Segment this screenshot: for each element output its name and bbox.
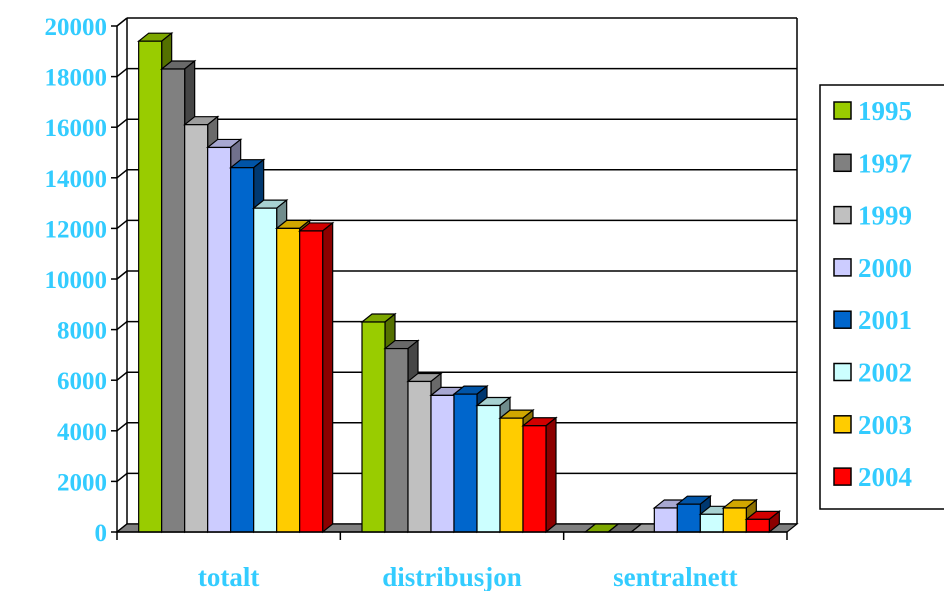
y-tick-label: 8000 <box>57 318 107 345</box>
legend: 1995 1997 1999 2000 2001 2002 2003 2004 <box>819 84 944 510</box>
y-tick-label: 4000 <box>57 419 107 446</box>
gridline-depth <box>116 169 128 179</box>
x-tick-label: sentralnett <box>613 562 737 591</box>
y-tick-label: 10000 <box>45 267 108 294</box>
bar-front <box>676 503 701 533</box>
y-tick-label: 20000 <box>45 14 108 41</box>
bar-front <box>299 230 324 533</box>
bar-front <box>453 393 478 533</box>
bar-front <box>361 321 386 533</box>
legend-swatch <box>833 205 852 225</box>
y-tick-label: 18000 <box>45 65 108 92</box>
bar-front <box>476 404 501 533</box>
bar-front <box>745 518 770 533</box>
gridline-depth <box>116 118 128 128</box>
bar-side <box>322 221 334 534</box>
bar-front <box>430 394 455 533</box>
legend-item: 1997 <box>833 148 912 178</box>
bar-side <box>545 416 557 534</box>
bar-front <box>138 40 163 533</box>
legend-swatch <box>833 101 852 120</box>
bars <box>136 31 782 534</box>
bar-front <box>207 146 232 533</box>
legend-label: 2002 <box>858 358 912 388</box>
gridline-depth <box>116 219 128 229</box>
legend-item: 1995 <box>833 96 912 126</box>
legend-swatch <box>833 310 852 329</box>
gridline-depth <box>116 321 128 331</box>
legend-swatch <box>833 362 852 382</box>
legend-item: 2004 <box>833 462 912 492</box>
legend-swatch <box>833 258 852 277</box>
bar-front <box>161 68 186 533</box>
gridline-depth <box>116 17 128 27</box>
bar-2004-sentralnett <box>744 510 782 534</box>
y-tick-label: 0 <box>95 520 108 547</box>
legend-item: 2001 <box>833 305 912 335</box>
bar-front <box>253 207 278 533</box>
y-tick-label: 14000 <box>45 166 108 193</box>
y-tick-labels: 0 2000 4000 6000 8000 10000 12000 14000 16000 180… <box>45 14 108 547</box>
bar-front <box>407 380 432 533</box>
bar-front <box>230 167 255 533</box>
legend-label: 1997 <box>858 148 912 178</box>
legend-label: 1995 <box>858 96 912 126</box>
legend-label: 2004 <box>858 462 912 492</box>
bar-front <box>722 507 747 533</box>
y-tick-label: 12000 <box>45 216 108 243</box>
legend-swatch <box>833 153 852 173</box>
x-tick-label: distribusjon <box>382 562 522 591</box>
legend-item: 2002 <box>833 358 912 388</box>
y-tick-label: 16000 <box>45 115 108 142</box>
bar-front <box>499 417 524 533</box>
axes <box>111 18 798 540</box>
legend-swatch <box>833 467 852 486</box>
legend-swatch <box>833 415 852 434</box>
bar-front <box>184 124 209 533</box>
legend-label: 2000 <box>858 253 912 283</box>
gridline-depth <box>116 270 128 280</box>
bar-2004-totalt <box>297 221 335 534</box>
legend-item: 2003 <box>833 410 912 440</box>
gridline-depth <box>116 422 128 432</box>
legend-item: 1999 <box>833 201 912 231</box>
bar-front <box>384 347 409 533</box>
y-tick-label: 6000 <box>57 368 107 395</box>
gridline-depth <box>116 68 128 78</box>
category-labels: totalt distribusjon sentralnett <box>198 562 738 591</box>
bar-front <box>699 513 724 533</box>
bar-front <box>276 227 301 533</box>
y-tick-label: 2000 <box>57 469 107 496</box>
gridline-depth <box>116 371 128 381</box>
bar-front <box>522 425 547 533</box>
bar-2004-distribusjon <box>521 416 558 534</box>
gridline-depth <box>116 472 128 482</box>
x-tick-label: totalt <box>198 562 259 591</box>
legend-label: 2001 <box>858 305 912 335</box>
legend-label: 2003 <box>858 410 912 440</box>
bar-front <box>653 507 678 533</box>
legend-item: 2000 <box>833 253 912 283</box>
legend-label: 1999 <box>858 201 912 231</box>
